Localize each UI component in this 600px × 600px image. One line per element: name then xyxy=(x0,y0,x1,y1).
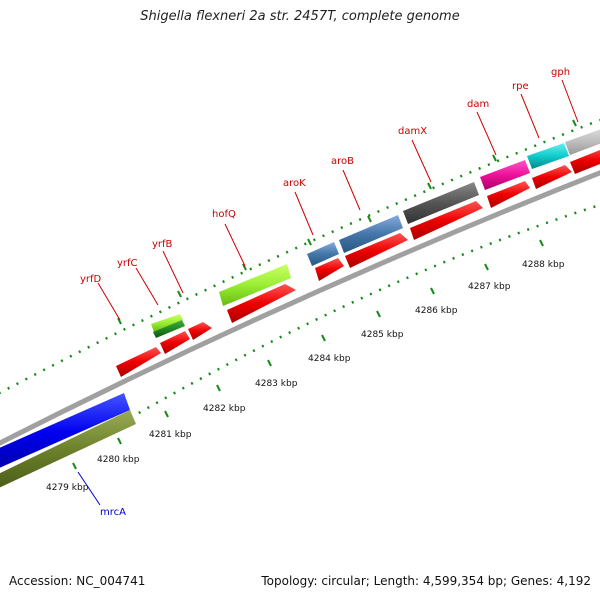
gene-feature-yrfB[interactable] xyxy=(153,320,185,338)
inner-major-ticks xyxy=(72,239,544,470)
gene-label-hofQ: hofQ xyxy=(212,209,236,220)
tick-label: 4287 kbp xyxy=(468,282,511,292)
gene-feature-mrcA[interactable] xyxy=(0,393,130,472)
cds-feature[interactable] xyxy=(160,331,190,354)
cds-feature[interactable] xyxy=(570,146,600,174)
label-leaders xyxy=(77,79,579,506)
gene-feature-gph[interactable] xyxy=(565,126,600,155)
tick-label: 4279 kbp xyxy=(46,483,89,493)
gene-label-aroB: aroB xyxy=(331,156,354,167)
gene-label-dam: dam xyxy=(467,99,489,110)
gene-feature-damX[interactable] xyxy=(403,182,479,224)
gene-label-yrfB: yrfB xyxy=(152,239,173,250)
gene-feature-dam[interactable] xyxy=(480,160,530,190)
cds-feature[interactable] xyxy=(345,233,408,268)
gene-feature-aroK[interactable] xyxy=(307,242,339,266)
tick-label: 4284 kbp xyxy=(308,354,351,364)
tick-label: 4288 kbp xyxy=(522,260,565,270)
tick-label: 4280 kbp xyxy=(97,455,140,465)
genome-title: Shigella flexneri 2a str. 2457T, complet… xyxy=(140,9,460,24)
cds-track xyxy=(116,146,600,377)
gene-label-damX: damX xyxy=(398,126,427,137)
gene-label-rpe: rpe xyxy=(512,81,529,92)
gene-label-yrfD: yrfD xyxy=(80,274,102,285)
cds-feature[interactable] xyxy=(410,201,483,240)
cds-feature[interactable] xyxy=(188,322,212,340)
outer-major-ticks xyxy=(117,119,577,325)
genome-backbone xyxy=(0,170,600,446)
cds-feature[interactable] xyxy=(227,284,296,323)
gene-feature-yrfC[interactable] xyxy=(151,314,183,332)
gene-feature-rpe[interactable] xyxy=(527,143,569,169)
tick-label: 4286 kbp xyxy=(415,306,458,316)
gene-feature-aroB[interactable] xyxy=(339,215,403,253)
gene-label-mrcA: mrcA xyxy=(100,507,126,518)
cds-feature[interactable] xyxy=(487,181,530,208)
tick-label: 4285 kbp xyxy=(361,330,404,340)
cds-feature[interactable] xyxy=(532,165,572,189)
tick-label: 4281 kbp xyxy=(149,430,192,440)
outer-tick-track xyxy=(0,118,600,395)
cds-feature[interactable] xyxy=(116,347,161,377)
cds-feature-mrcA[interactable] xyxy=(0,410,136,492)
tick-label: 4282 kbp xyxy=(203,404,246,414)
genome-stats-text: Topology: circular; Length: 4,599,354 bp… xyxy=(261,574,591,588)
gene-feature-hofQ[interactable] xyxy=(219,264,291,306)
gene-track xyxy=(151,126,600,338)
tick-label: 4283 kbp xyxy=(255,379,298,389)
gene-label-yrfC: yrfC xyxy=(117,258,138,269)
gene-label-gph: gph xyxy=(551,67,570,78)
gene-label-aroK: aroK xyxy=(283,178,306,189)
accession-text: Accession: NC_004741 xyxy=(9,574,146,588)
cds-feature[interactable] xyxy=(315,258,344,281)
